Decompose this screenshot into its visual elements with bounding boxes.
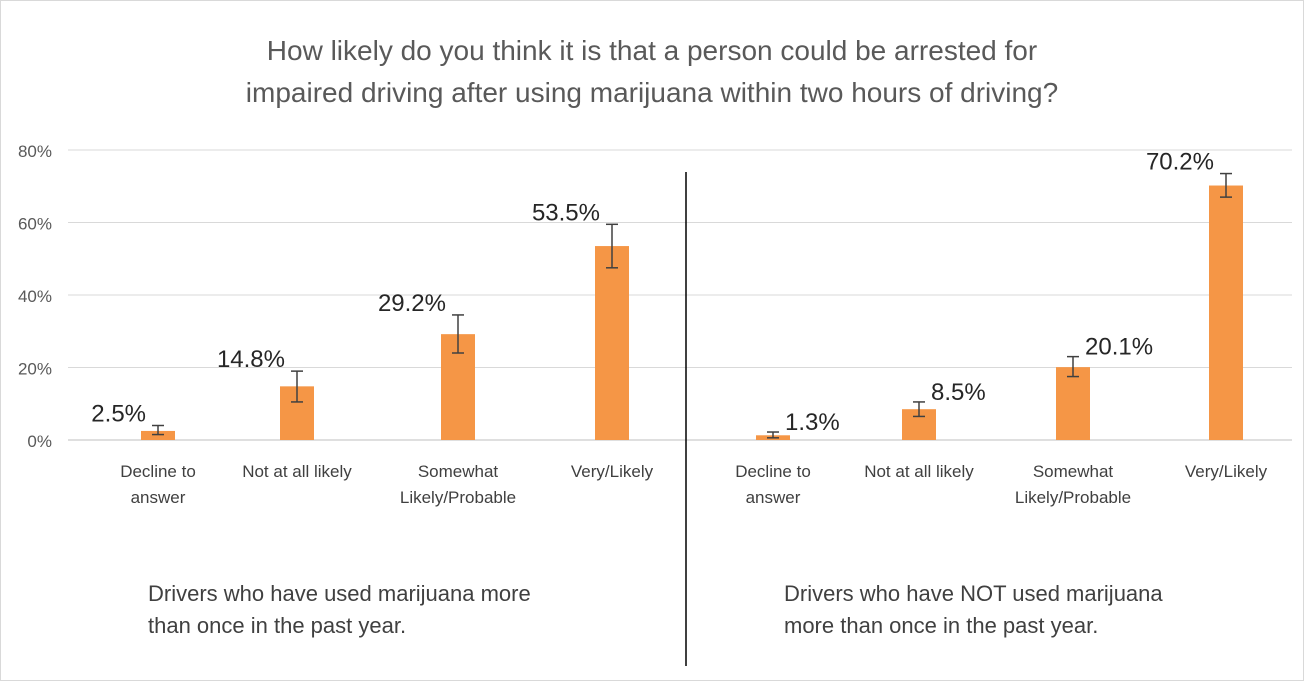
data-label: 53.5% (532, 199, 600, 226)
data-label: 29.2% (378, 290, 446, 317)
category-label: Not at all likely (864, 462, 974, 481)
category-label: Decline to (120, 462, 196, 481)
chart-title: How likely do you think it is that a per… (245, 35, 1059, 108)
y-tick-label: 60% (18, 215, 52, 234)
data-label: 70.2% (1146, 149, 1214, 176)
category-label: answer (131, 488, 186, 507)
category-label: Decline to (735, 462, 811, 481)
category-label: answer (746, 488, 801, 507)
data-label: 2.5% (91, 401, 146, 428)
category-label: Very/Likely (571, 462, 654, 481)
left-panel-caption: Drivers who have used marijuana more tha… (148, 581, 531, 638)
bar (595, 246, 629, 440)
bar (1209, 185, 1243, 440)
category-label: Likely/Probable (1015, 488, 1131, 507)
data-label: 1.3% (785, 409, 840, 436)
y-tick-label: 20% (18, 360, 52, 379)
data-label: 20.1% (1085, 334, 1153, 361)
category-label: Likely/Probable (400, 488, 516, 507)
y-tick-label: 40% (18, 287, 52, 306)
bar (1056, 367, 1090, 440)
data-label: 8.5% (931, 379, 986, 406)
category-label: Somewhat (418, 462, 499, 481)
y-tick-label: 80% (18, 142, 52, 161)
category-label: Not at all likely (242, 462, 352, 481)
right-panel-caption: Drivers who have NOT used marijuana more… (784, 581, 1163, 638)
category-label: Somewhat (1033, 462, 1114, 481)
category-label: Very/Likely (1185, 462, 1268, 481)
data-label: 14.8% (217, 346, 285, 373)
y-tick-label: 0% (27, 432, 52, 451)
bar (141, 430, 175, 440)
